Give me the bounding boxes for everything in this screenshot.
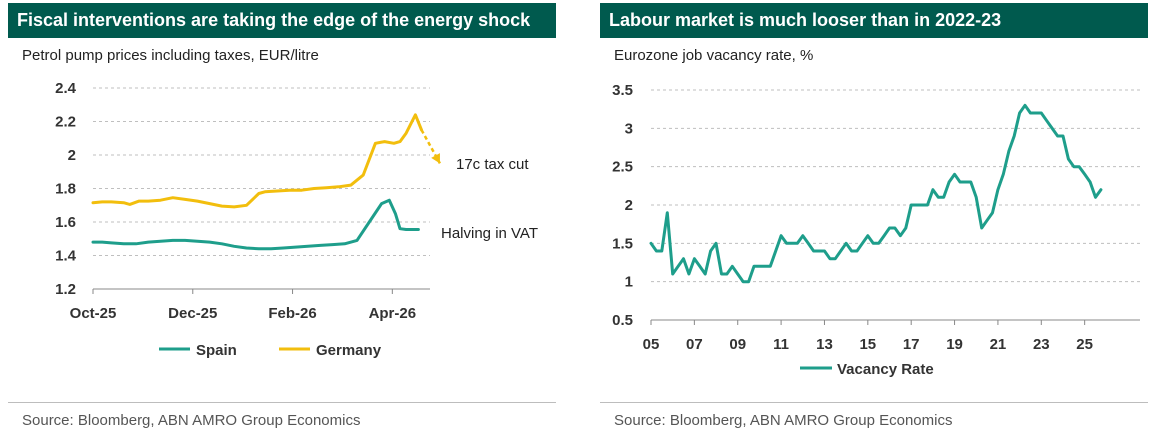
left-series-lines [91,113,442,251]
right-x-tick-labels: 05 07 09 11 13 15 17 19 21 23 25 [643,320,1093,353]
y-tick-label: 2.4 [55,80,77,97]
x-tick-label: 17 [903,336,920,353]
y-tick-label: 2.2 [55,114,76,131]
left-footer-divider [8,402,556,403]
left-chart-subtitle: Petrol pump prices including taxes, EUR/… [22,47,319,64]
y-tick-label: 1.5 [612,235,633,252]
y-tick-label: 0.5 [612,312,633,329]
y-tick-label: 1.6 [55,214,76,231]
legend-label-germany: Germany [316,342,382,359]
y-tick-label: 1.2 [55,281,76,298]
projection-arrowhead [431,153,440,164]
series-line-vacancy-rate [649,103,1103,284]
x-tick-label: Apr-26 [369,305,417,322]
x-tick-label: Dec-25 [168,305,217,322]
spain-annotation: Halving in VAT [441,225,538,242]
y-tick-label: 1.4 [55,248,77,265]
x-tick-label: 07 [686,336,703,353]
left-gridlines [93,87,430,290]
x-tick-label: 15 [859,336,876,353]
x-tick-label: 13 [816,336,833,353]
left-chart-panel: Fiscal interventions are taking the edge… [0,0,560,435]
x-tick-label: 05 [643,336,660,353]
y-tick-label: 1.8 [55,181,76,198]
left-source-note: Source: Bloomberg, ABN AMRO Group Econom… [22,412,361,429]
right-footer-divider [600,402,1148,403]
y-tick-label: 1 [625,274,633,291]
y-tick-label: 2.5 [612,159,633,176]
legend-label-spain: Spain [196,342,237,359]
x-tick-label: 21 [990,336,1007,353]
right-gridlines [651,89,1140,321]
x-tick-label: Feb-26 [268,305,316,322]
right-series-lines [649,103,1103,284]
left-chart-svg: 1.2 1.4 1.6 1.8 2 2.2 2.4 Oct-25 Dec-25 Feb-26 Ap… [55,80,538,359]
y-tick-label: 3.5 [612,82,633,99]
series-line-spain [91,198,420,251]
right-legend: Vacancy Rate [800,361,934,378]
left-x-tick-labels: Oct-25 Dec-25 Feb-26 Apr-26 [70,289,416,322]
right-chart-title: Labour market is much looser than in 202… [600,3,1148,38]
right-y-tick-labels: 0.5 1 1.5 2 2.5 3 3.5 [612,82,633,329]
series-line-germany [91,113,423,209]
right-chart-svg: 0.5 1 1.5 2 2.5 3 3.5 05 07 09 11 13 15 17 19 21 23 25 V… [612,82,1140,378]
right-source-note: Source: Bloomberg, ABN AMRO Group Econom… [614,412,953,429]
y-tick-label: 2 [625,197,633,214]
left-y-tick-labels: 1.2 1.4 1.6 1.8 2 2.2 2.4 [55,80,77,298]
y-tick-label: 2 [68,147,76,164]
right-chart-panel: Labour market is much looser than in 202… [592,0,1152,435]
left-chart-title: Fiscal interventions are taking the edge… [8,3,556,38]
x-tick-label: 25 [1076,336,1093,353]
x-tick-label: Oct-25 [70,305,117,322]
right-chart-subtitle: Eurozone job vacancy rate, % [614,47,814,64]
y-tick-label: 3 [625,120,633,137]
x-tick-label: 23 [1033,336,1050,353]
germany-annotation: 17c tax cut [456,156,529,173]
legend-label-vacancy-rate: Vacancy Rate [837,361,934,378]
x-tick-label: 11 [773,336,789,353]
x-tick-label: 09 [729,336,746,353]
left-legend: Spain Germany [159,342,382,359]
x-tick-label: 19 [946,336,963,353]
